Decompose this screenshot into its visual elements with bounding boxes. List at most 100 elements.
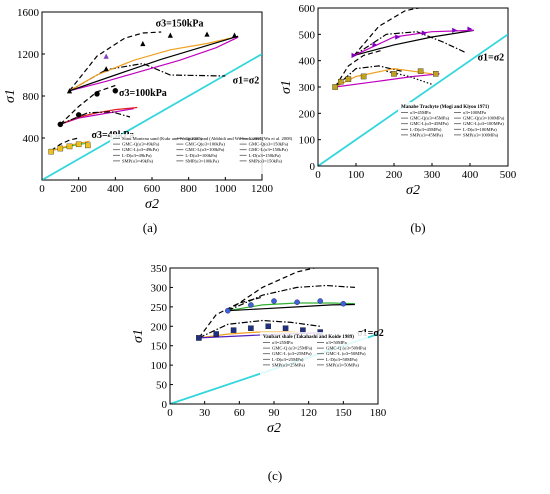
y-tick-label: 1600	[17, 7, 40, 19]
x-axis-title: σ2	[145, 197, 159, 212]
plot-area	[42, 31, 262, 180]
legend-entry: SMP(σ3=50MPa)	[326, 362, 359, 367]
series-line-3	[227, 303, 355, 312]
data-point-3-3	[75, 141, 82, 148]
data-point-0-0	[196, 335, 202, 341]
legend-title: Vaubart shale (Takahashi and Koide 1989)	[263, 335, 354, 340]
y-tick-label: 150	[151, 341, 168, 353]
legend-entry: σ3=100MPa	[463, 110, 486, 115]
data-point-0-1	[213, 331, 219, 337]
annotation: σ3=100kPa	[119, 88, 167, 99]
data-point-1-0	[103, 53, 109, 59]
panel-label: (a)	[143, 220, 157, 235]
data-point-0-6	[300, 327, 306, 333]
data-point-1-5	[340, 300, 347, 307]
x-tick-label: 0	[315, 169, 321, 181]
x-tick-label: 60	[234, 407, 246, 419]
x-tick-label: 0	[167, 407, 173, 419]
legend-box	[110, 134, 300, 174]
x-tick-label: 0	[39, 183, 45, 195]
x-tick-label: 400	[462, 169, 479, 181]
series-line-4	[334, 49, 383, 88]
legend-entry: GMC-L(σ3=100kPa)	[185, 147, 224, 152]
x-tick-label: 200	[386, 169, 403, 181]
y-tick-label: 500	[299, 29, 316, 41]
x-tick-label: 300	[424, 169, 441, 181]
data-point-1-5	[417, 68, 424, 74]
x-tick-label: 400	[107, 183, 124, 195]
x-tick-label: 150	[335, 407, 352, 419]
x-tick-label: 100	[348, 169, 365, 181]
legend-entry: L-D(σ3=100MPa)	[463, 127, 497, 132]
legend-entry: Ottawa sand (Abbhidi and Williams 2005)	[185, 136, 263, 141]
panel-label: (c)	[268, 468, 282, 483]
legend-entry: GMC-L (σ3=25MPa)	[272, 351, 312, 356]
legend: Manabe Trachyte (Mogi and Kiyoo 1971)σ3=…	[398, 102, 505, 150]
legend: Vaubart shale (Takahashi and Koide 1989)…	[260, 332, 368, 390]
y-tick-label: 200	[299, 108, 316, 120]
x-tick-label: 600	[144, 183, 161, 195]
x-axis-title: σ2	[267, 421, 281, 436]
legend-title: Manabe Trachyte (Mogi and Kiyoo 1971)	[401, 105, 489, 110]
panel-b: 0 100 200 300 400 500 0 100 200 300 400 500 600 σ2 σ1 σ…	[279, 3, 517, 235]
series-line-8	[60, 111, 131, 125]
legend-entry: GMC-L(σ3=45MPa)	[410, 121, 449, 126]
data-point-0-2	[230, 327, 237, 333]
series-line-0	[353, 8, 422, 56]
legend-entry: Gravel (Wu et al. 2008)	[249, 136, 293, 141]
legend-entry: GMC-Q (σ3=25MPa)	[272, 346, 313, 351]
legend-entry: GMC-L(σ3=100MPa)	[463, 121, 504, 126]
annotation: σ1=σ2	[357, 328, 384, 339]
legend-box	[398, 102, 504, 150]
legend-entry: L-D(σ3=50MPa)	[326, 357, 358, 362]
y-axis-title: σ1	[131, 329, 146, 343]
y-tick-label: 200	[151, 321, 168, 333]
y-tick-label: 50	[156, 380, 168, 392]
data-point-1-2	[345, 76, 352, 82]
legend-entry: SMP(σ3=150kPa)	[249, 158, 283, 163]
data-point-0-1	[372, 42, 378, 48]
data-point-1-1	[248, 302, 254, 308]
data-point-3-2	[66, 143, 73, 150]
data-point-3-1	[57, 145, 64, 152]
y-tick-label: 100	[299, 135, 316, 147]
x-axis-title: σ2	[406, 183, 420, 198]
series-line-7	[59, 84, 116, 125]
series-line-5	[60, 108, 134, 125]
legend-entry: L-D(σ3=25MPa)	[272, 357, 304, 362]
legend-entry: SMP(σ3=100MPa)	[463, 132, 499, 137]
series-line-5	[334, 65, 402, 88]
x-tick-label: 180	[370, 407, 387, 419]
legend-entry: GMC-Q (σ3=50MPa)	[326, 346, 367, 351]
legend-entry: σ3=25MPa	[272, 340, 293, 345]
panel-c: 0 30 60 90 120 150 180 0 50 100 150 200 250 300 350 σ2 σ…	[131, 263, 387, 483]
x-tick-label: 120	[300, 407, 317, 419]
y-tick-label: 400	[299, 56, 316, 68]
panel-a: 0 200 400 600 800 1000 1200 400 800 1200 1600 σ2 σ1 σ…	[3, 7, 300, 235]
series-line-1	[69, 31, 162, 92]
legend-entry: SMP(σ3=45MPa)	[410, 132, 443, 137]
series-line-11	[50, 137, 79, 152]
data-point-2-2	[94, 91, 100, 97]
legend-entry: GMC-Q(σ3=150kPa)	[249, 142, 289, 147]
data-point-0-5	[231, 32, 238, 38]
data-point-1-3	[360, 73, 367, 80]
legend-entry: L-D(σ3=49kPa)	[122, 153, 152, 158]
identity-line	[318, 33, 508, 166]
annotation: σ3=150kPa	[156, 19, 204, 30]
data-point-0-3	[248, 325, 254, 331]
y-tick-label: 800	[23, 91, 40, 103]
legend-entry: SMP(σ3=100kPa)	[185, 158, 219, 163]
data-point-1-4	[391, 71, 397, 77]
data-point-0-4	[265, 323, 271, 330]
y-axis-title: σ1	[3, 89, 18, 103]
y-tick-label: 300	[299, 82, 316, 94]
legend-entry: SMP(σ3=49kPa)	[122, 158, 154, 163]
y-tick-label: 400	[23, 133, 40, 145]
y-tick-label: 0	[162, 399, 168, 411]
y-tick-label: 250	[151, 302, 168, 314]
y-tick-label: 300	[151, 282, 168, 294]
legend-entry: GMC-L (σ3=50MPa)	[326, 351, 366, 356]
series-line-7	[335, 73, 440, 88]
